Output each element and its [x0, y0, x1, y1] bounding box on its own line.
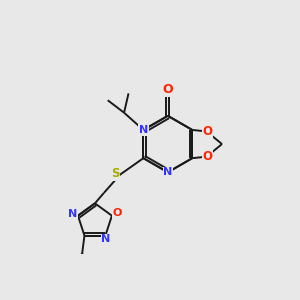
Text: O: O [163, 83, 173, 96]
Text: N: N [101, 234, 111, 244]
Text: O: O [112, 208, 122, 218]
Text: O: O [202, 150, 212, 163]
Text: N: N [68, 209, 77, 219]
Text: N: N [163, 167, 172, 177]
Text: S: S [111, 167, 120, 180]
Text: N: N [139, 125, 148, 135]
Text: O: O [202, 125, 212, 138]
